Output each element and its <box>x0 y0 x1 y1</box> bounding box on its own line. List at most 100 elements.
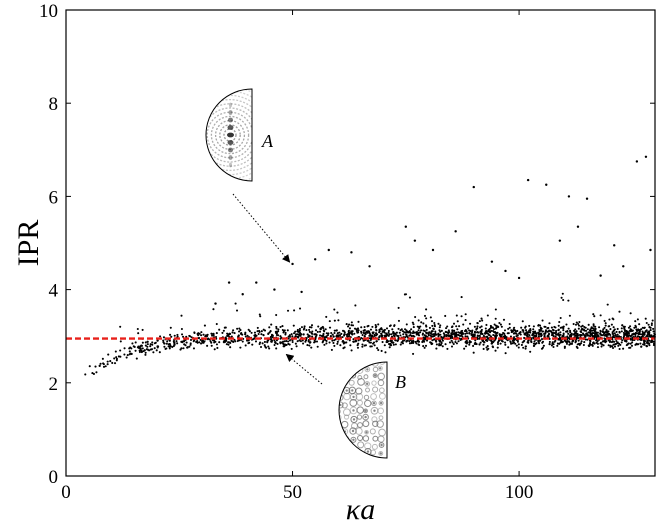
data-point <box>331 333 334 336</box>
data-point <box>450 345 454 348</box>
data-point <box>357 320 360 323</box>
data-point <box>615 342 618 345</box>
data-point <box>460 330 463 333</box>
data-point <box>215 323 218 326</box>
data-point <box>617 344 620 347</box>
data-point <box>270 323 273 326</box>
data-point <box>186 346 189 349</box>
data-point <box>590 326 593 329</box>
data-point <box>263 344 266 347</box>
data-point <box>353 332 356 335</box>
inset-b-speckle <box>343 442 351 451</box>
data-point <box>580 325 583 328</box>
data-point <box>317 325 320 328</box>
data-point <box>548 322 551 325</box>
data-point <box>550 326 553 329</box>
inset-a-fringe <box>206 107 252 163</box>
data-point <box>455 342 458 345</box>
data-point <box>422 336 425 339</box>
data-point <box>581 332 585 335</box>
data-point <box>584 338 587 341</box>
data-point <box>524 347 527 350</box>
data-point <box>298 327 301 331</box>
inset-a-hotspot <box>227 140 234 145</box>
data-point <box>345 323 348 326</box>
data-point <box>417 319 420 322</box>
data-point <box>357 331 360 334</box>
data-point <box>389 324 392 327</box>
data-point <box>607 344 610 347</box>
data-point <box>589 328 592 331</box>
data-point <box>327 332 330 335</box>
data-point <box>448 341 452 344</box>
data-point <box>180 347 183 350</box>
data-point <box>643 333 646 336</box>
data-point <box>355 328 358 331</box>
data-point <box>647 330 651 333</box>
inset-b-speckle <box>343 386 351 395</box>
data-point <box>463 330 467 333</box>
data-point <box>469 340 472 344</box>
data-point <box>454 341 457 344</box>
data-point <box>338 334 341 337</box>
data-point <box>485 346 488 349</box>
data-point <box>490 326 493 329</box>
data-point <box>438 326 441 329</box>
data-point <box>374 332 378 335</box>
data-point <box>620 327 623 330</box>
data-point <box>350 332 354 336</box>
data-point <box>210 344 213 347</box>
data-point <box>277 334 280 337</box>
data-point <box>622 331 625 334</box>
data-point-outlier <box>454 230 457 233</box>
data-point <box>439 324 442 327</box>
data-point <box>256 330 259 333</box>
data-point <box>408 296 411 299</box>
x-axis-title: κa <box>346 493 375 524</box>
data-point <box>634 335 637 338</box>
inset-b-speckle <box>371 416 378 423</box>
data-point <box>282 331 285 334</box>
inset-a-fringe <box>206 94 252 176</box>
data-point <box>273 343 276 347</box>
data-point <box>495 334 498 337</box>
data-point <box>487 333 490 336</box>
data-point <box>582 343 585 347</box>
data-point <box>210 332 213 335</box>
data-point <box>593 330 596 333</box>
data-point <box>176 335 179 338</box>
data-point <box>355 329 358 333</box>
data-point <box>477 334 480 338</box>
data-point <box>566 329 569 333</box>
inset-b-dot <box>365 382 369 386</box>
data-point <box>384 351 387 354</box>
data-point <box>645 345 649 348</box>
data-point <box>609 328 612 331</box>
data-point <box>484 327 487 330</box>
data-point <box>557 324 560 327</box>
inset-arrows <box>232 193 323 385</box>
data-point <box>616 333 619 336</box>
data-point <box>106 363 109 366</box>
y-tick-label: 6 <box>49 187 59 208</box>
data-point <box>385 327 389 330</box>
data-point <box>328 320 331 323</box>
data-point-outlier <box>599 274 602 277</box>
data-point <box>494 349 497 352</box>
data-point <box>293 332 296 335</box>
inset-b-speckle <box>357 378 365 386</box>
data-point <box>612 343 615 346</box>
data-point <box>258 342 261 346</box>
data-point <box>136 327 139 331</box>
data-point <box>522 346 525 349</box>
data-point <box>361 343 364 346</box>
data-point <box>614 334 617 337</box>
data-point-outlier <box>472 185 475 189</box>
data-point <box>437 322 440 325</box>
data-point <box>647 323 650 326</box>
data-point <box>567 340 570 343</box>
data-point <box>472 333 476 336</box>
data-point <box>324 328 327 331</box>
data-point <box>412 352 415 355</box>
data-point-outlier <box>649 248 652 252</box>
